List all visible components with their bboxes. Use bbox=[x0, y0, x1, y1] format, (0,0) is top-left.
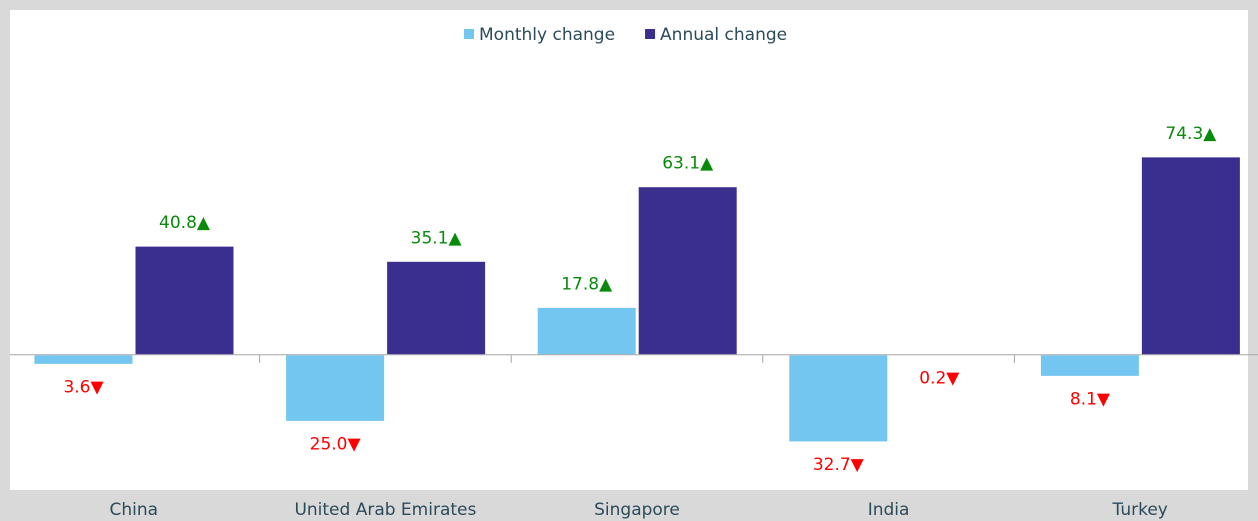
bar bbox=[33, 354, 134, 365]
data-label: 3.6▼ bbox=[63, 377, 104, 397]
bar bbox=[134, 245, 235, 356]
bar bbox=[637, 186, 738, 356]
x-tick-label: Singapore bbox=[594, 500, 680, 520]
legend-swatch bbox=[464, 29, 474, 39]
data-label: 35.1▲ bbox=[411, 228, 463, 248]
legend-label: Annual change bbox=[660, 25, 787, 45]
data-label: 74.3▲ bbox=[1165, 124, 1217, 144]
data-label: 8.1▼ bbox=[1070, 389, 1111, 409]
bar bbox=[1039, 354, 1140, 377]
x-tick-label: China bbox=[110, 500, 159, 520]
x-tick-label: United Arab Emirates bbox=[294, 500, 476, 520]
data-label: 17.8▲ bbox=[561, 274, 613, 294]
bar bbox=[285, 354, 386, 422]
data-label: 25.0▼ bbox=[310, 434, 362, 454]
legend-swatch bbox=[645, 29, 656, 39]
data-label: 40.8▲ bbox=[159, 213, 211, 233]
bar bbox=[386, 260, 487, 356]
bar bbox=[536, 306, 637, 356]
x-tick-label: Turkey bbox=[1112, 500, 1168, 520]
legend-label: Monthly change bbox=[479, 25, 615, 45]
data-label: 0.2▼ bbox=[919, 368, 960, 388]
bar bbox=[788, 354, 889, 443]
bar bbox=[1140, 156, 1241, 356]
x-tick-label: India bbox=[868, 500, 910, 520]
data-label: 63.1▲ bbox=[662, 154, 714, 174]
data-label: 32.7▼ bbox=[813, 455, 865, 475]
